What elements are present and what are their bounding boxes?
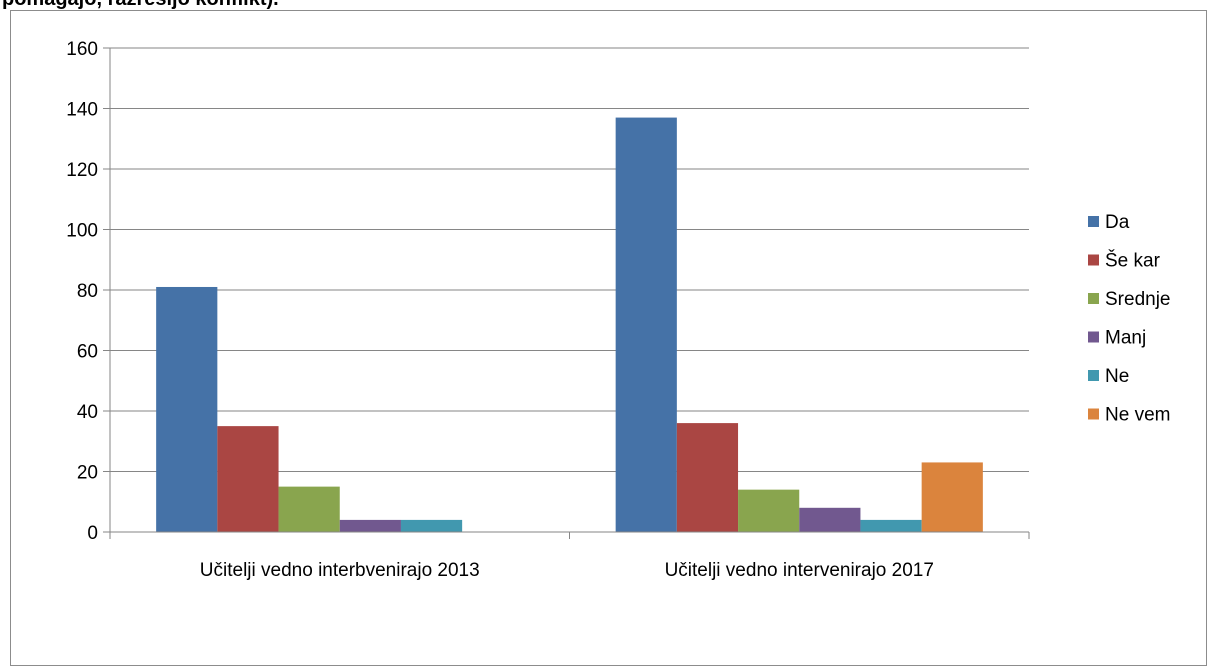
- x-axis-labels: Učitelji vedno interbvenirajo 2013 Učitel…: [200, 560, 934, 581]
- legend-label: Ne vem: [1105, 405, 1170, 426]
- bar-manj: [339, 519, 401, 532]
- bar-da: [156, 286, 218, 532]
- bar-še-kar: [676, 423, 739, 532]
- legend-swatch: [1088, 254, 1099, 266]
- bar-srednje: [278, 486, 340, 532]
- gridlines: [110, 47, 1029, 472]
- bar-manj: [799, 507, 861, 532]
- bars: [156, 117, 983, 532]
- legend-label: Ne: [1105, 366, 1129, 387]
- y-axis-ticks: 0 20 40 60 80 100 120 140 160: [66, 39, 98, 544]
- bar-srednje: [738, 489, 800, 532]
- y-tick-label: 80: [77, 281, 98, 302]
- legend: Da Še kar Srednje Manj Ne Ne vem: [1088, 212, 1171, 426]
- bar-ne: [860, 519, 922, 532]
- legend-swatch: [1088, 408, 1099, 420]
- x-category-label: Učitelji vedno intervenirajo 2017: [665, 560, 934, 581]
- y-tick-label: 40: [77, 402, 98, 423]
- legend-swatch: [1088, 293, 1099, 304]
- y-tick-label: 160: [66, 39, 98, 60]
- legend-label: Še kar: [1105, 250, 1161, 272]
- legend-label: Da: [1105, 212, 1130, 233]
- bar-da: [615, 117, 677, 532]
- legend-swatch: [1088, 370, 1099, 381]
- bar-ne: [400, 519, 463, 532]
- legend-swatch: [1088, 331, 1099, 343]
- y-tick-label: 100: [66, 221, 98, 242]
- x-category-label: Učitelji vedno interbvenirajo 2013: [200, 560, 480, 581]
- legend-swatch: [1088, 216, 1099, 227]
- bar-še-kar: [217, 426, 279, 532]
- y-tick-label: 60: [77, 342, 98, 363]
- bar-ne-vem: [921, 462, 983, 532]
- legend-label: Manj: [1105, 328, 1146, 349]
- axes: [103, 47, 1030, 539]
- y-tick-label: 0: [87, 523, 98, 544]
- page-title: pomagajo, razrešijo konflikt).: [2, 0, 279, 11]
- y-tick-label: 140: [66, 100, 98, 121]
- legend-label: Srednje: [1105, 289, 1171, 310]
- y-tick-label: 120: [66, 160, 98, 181]
- y-tick-label: 20: [77, 463, 98, 484]
